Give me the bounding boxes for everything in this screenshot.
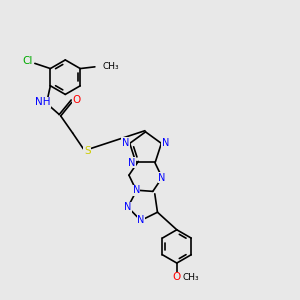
Text: N: N	[133, 185, 140, 195]
Text: CH₃: CH₃	[102, 62, 119, 71]
Text: N: N	[122, 138, 129, 148]
Text: Cl: Cl	[22, 56, 33, 66]
Text: NH: NH	[35, 97, 51, 107]
Text: CH₃: CH₃	[182, 273, 199, 282]
Text: S: S	[84, 146, 91, 156]
Text: N: N	[137, 215, 145, 226]
Text: O: O	[173, 272, 181, 282]
Text: N: N	[128, 158, 135, 168]
Text: N: N	[158, 172, 166, 183]
Text: N: N	[124, 202, 131, 212]
Text: N: N	[162, 138, 169, 148]
Text: O: O	[72, 95, 80, 105]
